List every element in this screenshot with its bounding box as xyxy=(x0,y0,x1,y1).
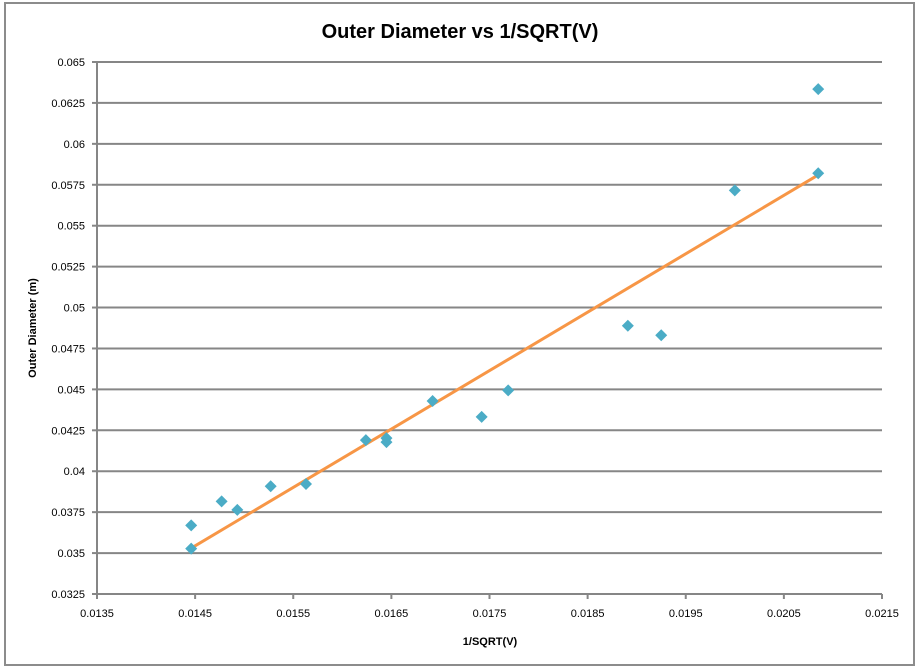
data-point xyxy=(621,319,634,332)
y-tick-label: 0.05 xyxy=(64,303,85,315)
trendline xyxy=(190,173,819,550)
data-point xyxy=(300,477,313,490)
x-tick-label: 0.0175 xyxy=(473,608,507,620)
x-tick-label: 0.0215 xyxy=(865,608,899,620)
data-point xyxy=(380,436,393,449)
data-point xyxy=(655,329,668,342)
data-point xyxy=(502,384,515,397)
y-tick-label: 0.0575 xyxy=(51,180,85,192)
x-tick-label: 0.0185 xyxy=(571,608,605,620)
data-point xyxy=(264,480,277,493)
data-point xyxy=(215,495,228,508)
y-tick-label: 0.0425 xyxy=(51,425,85,437)
chart-title: Outer Diameter vs 1/SQRT(V) xyxy=(322,21,599,43)
y-tick-label: 0.045 xyxy=(57,384,85,396)
data-point xyxy=(185,542,198,555)
data-point xyxy=(728,184,741,197)
data-point xyxy=(812,83,825,96)
y-tick-label: 0.0525 xyxy=(51,262,85,274)
y-tick-label: 0.06 xyxy=(64,139,85,151)
data-point xyxy=(812,167,825,180)
y-tick-label: 0.0475 xyxy=(51,343,85,355)
x-tick-label: 0.0205 xyxy=(767,608,801,620)
y-tick-label: 0.035 xyxy=(57,548,85,560)
data-point xyxy=(185,519,198,532)
x-tick-label: 0.0165 xyxy=(375,608,409,620)
chart-area xyxy=(4,2,915,666)
y-tick-label: 0.065 xyxy=(57,57,85,69)
data-point xyxy=(426,395,439,408)
x-tick-label: 0.0155 xyxy=(276,608,310,620)
x-tick-label: 0.0195 xyxy=(669,608,703,620)
data-point xyxy=(359,434,372,447)
data-point xyxy=(475,410,488,423)
y-tick-label: 0.0375 xyxy=(51,507,85,519)
data-point xyxy=(231,503,244,516)
x-tick-label: 0.0135 xyxy=(80,608,114,620)
y-tick-label: 0.0625 xyxy=(51,98,85,110)
x-tick-label: 0.0145 xyxy=(178,608,212,620)
y-tick-label: 0.04 xyxy=(64,466,85,478)
x-axis-title: 1/SQRT(V) xyxy=(463,636,518,648)
y-tick-label: 0.0325 xyxy=(51,589,85,601)
y-tick-label: 0.055 xyxy=(57,221,85,233)
y-axis-title: Outer Diameter (m) xyxy=(27,278,39,378)
